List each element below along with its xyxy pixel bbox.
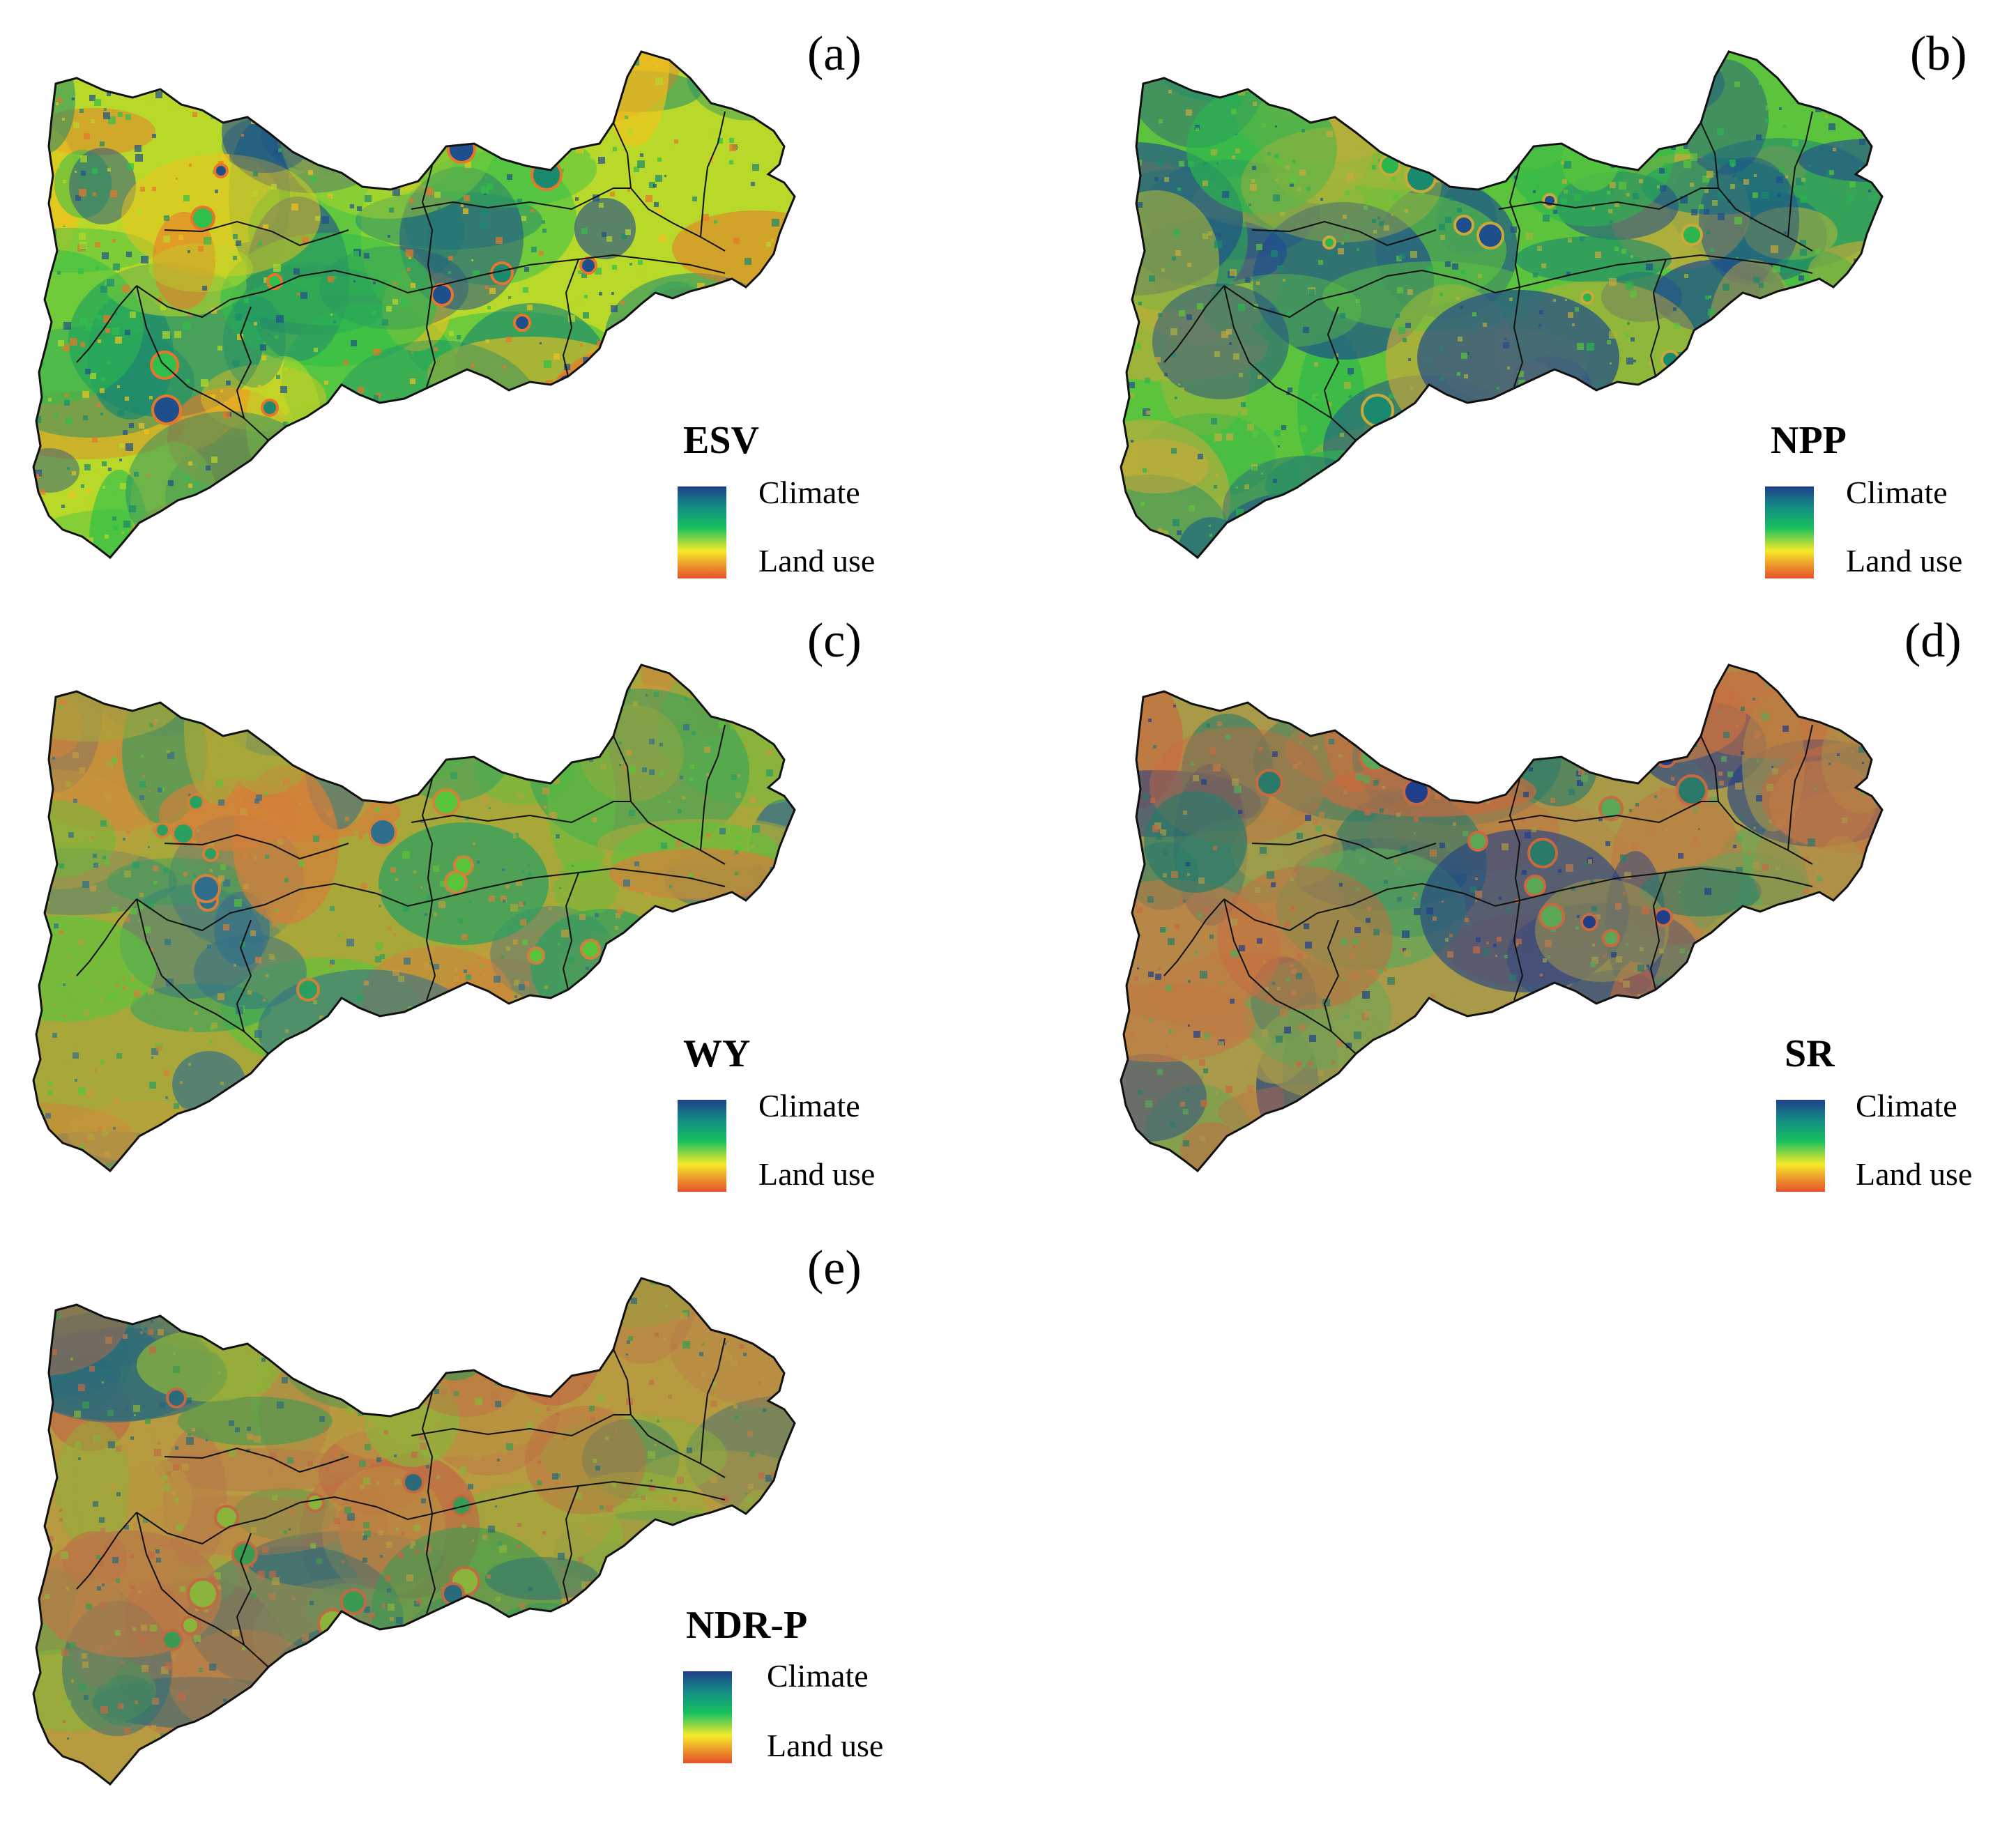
province-boundary [562, 872, 579, 990]
map-d [1120, 663, 1884, 1173]
province-boundary [1787, 111, 1813, 238]
legend-landuse-label: Land use [1856, 1156, 1973, 1192]
map-e [32, 1277, 796, 1786]
legend-landuse-label: Land use [1846, 543, 1963, 578]
province-boundary [136, 1496, 433, 1545]
province-boundary [700, 724, 726, 851]
province-boundary [1223, 882, 1520, 932]
province-boundary [1251, 220, 1437, 247]
province-boundary [76, 898, 137, 976]
province-boundary [1323, 306, 1340, 419]
province-boundary [1251, 834, 1437, 860]
panel-c: (c) WY Climate Land use [0, 613, 934, 1213]
province-boundary [1223, 269, 1520, 319]
legend-landuse-label: Land use [758, 543, 876, 578]
province-boundary [136, 269, 433, 319]
legend-title: NDR-P [686, 1604, 808, 1647]
province-boundary [1787, 724, 1813, 851]
legend-title: ESV [683, 419, 759, 462]
panel-label: (c) [807, 614, 862, 668]
legend-colorbar [678, 486, 726, 578]
panel-d: (d) SR Climate Land use [1087, 613, 2016, 1213]
legend-title: SR [1785, 1032, 1835, 1075]
province-boundary [76, 285, 137, 363]
map-raster [33, 1278, 795, 1784]
legend-climate-label: Climate [1856, 1088, 1957, 1123]
province-boundary [1163, 898, 1225, 976]
map-a [32, 50, 796, 560]
province-boundary [1323, 919, 1340, 1032]
province-boundary [411, 187, 631, 210]
panel-label: (b) [1910, 27, 1967, 81]
province-boundary [236, 919, 252, 1032]
map-c [32, 663, 796, 1173]
province-boundary [700, 111, 726, 238]
province-boundary [1649, 259, 1667, 377]
province-boundary [164, 1447, 349, 1473]
province-boundary [411, 801, 631, 824]
panel-b: (b) NPP Climate Land use [1087, 0, 2016, 599]
province-boundary [562, 1485, 579, 1604]
province-boundary [164, 834, 349, 860]
panel-label: (a) [807, 27, 862, 81]
legend-colorbar [1765, 486, 1814, 578]
region-outline [32, 50, 796, 560]
map-raster [1121, 52, 1882, 558]
province-boundary [236, 306, 252, 419]
legend-climate-label: Climate [767, 1658, 869, 1694]
province-boundary [1519, 254, 1813, 288]
province-boundary [1163, 285, 1225, 363]
legend-colorbar [678, 1100, 726, 1192]
province-boundary [164, 220, 349, 247]
province-boundary [236, 1533, 252, 1645]
province-boundary [136, 882, 433, 932]
region-outline [32, 1277, 796, 1786]
legend-title: WY [683, 1032, 751, 1075]
legend-landuse-label: Land use [767, 1728, 884, 1763]
province-boundary [76, 1512, 137, 1590]
province-boundary [1519, 867, 1813, 901]
legend-colorbar [683, 1671, 732, 1763]
region-outline [1120, 663, 1884, 1173]
panel-label: (e) [807, 1241, 862, 1295]
map-raster [1121, 665, 1882, 1171]
legend-climate-label: Climate [758, 475, 860, 510]
legend-colorbar [1776, 1100, 1825, 1192]
province-boundary [411, 1414, 631, 1437]
province-boundary [562, 259, 579, 377]
province-boundary [432, 867, 726, 901]
province-boundary [700, 1337, 726, 1464]
province-boundary [1498, 187, 1718, 210]
region-outline [1120, 50, 1884, 560]
province-boundary [1649, 872, 1667, 990]
legend-climate-label: Climate [1846, 475, 1948, 510]
province-boundary [1498, 801, 1718, 824]
province-boundary [432, 1480, 726, 1514]
legend-landuse-label: Land use [758, 1156, 876, 1192]
legend-title: NPP [1771, 419, 1847, 462]
province-boundary [432, 254, 726, 288]
region-outline [32, 663, 796, 1173]
panel-a: (a) ESV Climate Land use [0, 0, 934, 599]
panel-label: (d) [1904, 614, 1962, 668]
panel-e: (e) NDR-P Climate Land use [0, 1227, 934, 1826]
map-raster [33, 665, 795, 1171]
legend-climate-label: Climate [758, 1088, 860, 1123]
